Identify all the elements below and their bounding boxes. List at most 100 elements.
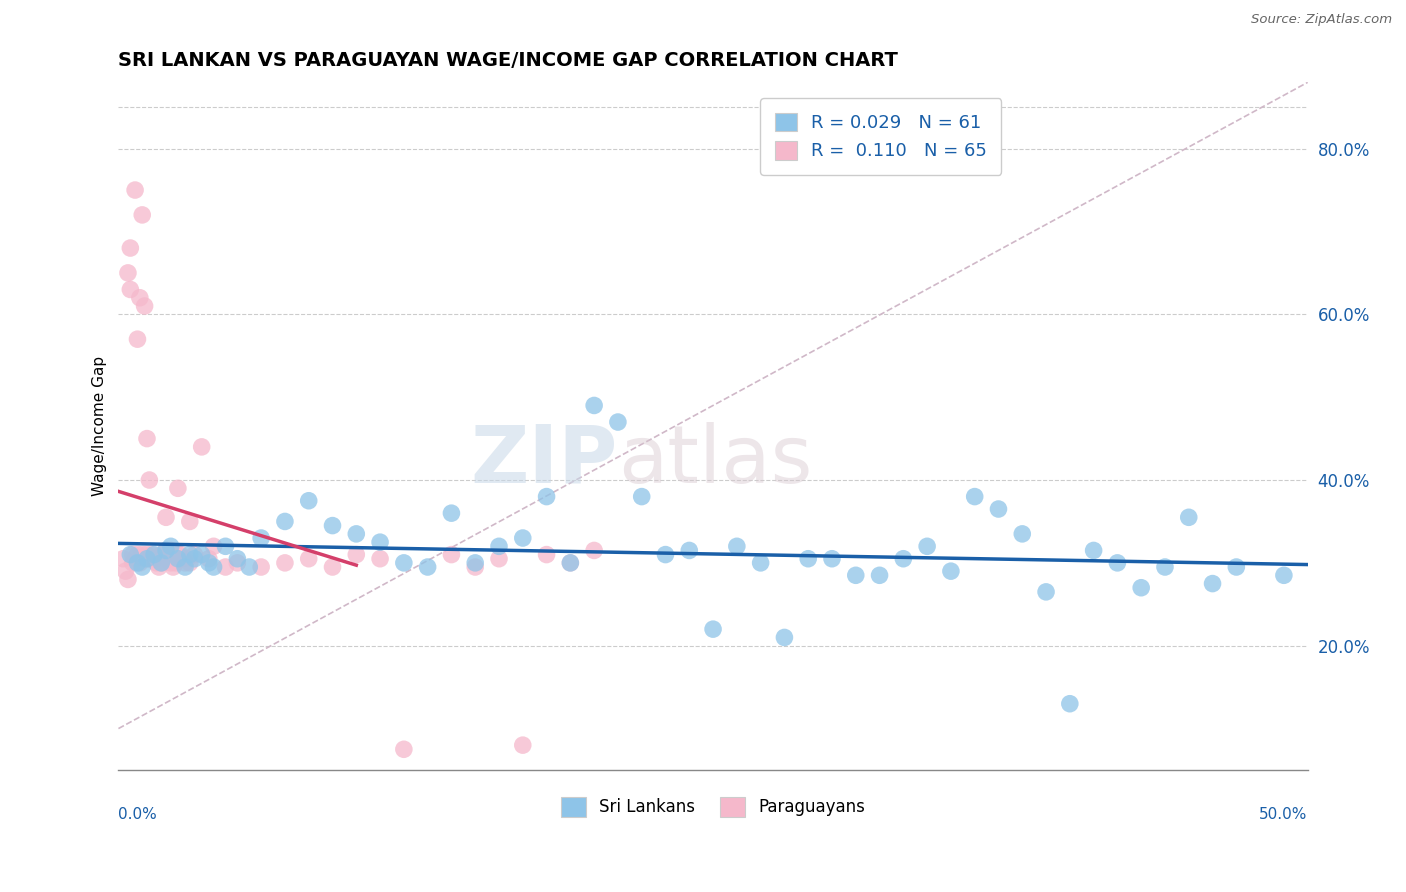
Point [150,548,173,562]
Point [150,556,173,570]
Point [464,560,486,574]
Text: 0.0%: 0.0% [118,807,157,822]
Point [174,560,197,574]
Point [117,573,139,587]
Point [127,556,149,570]
Point [250,531,273,545]
Point [174,556,197,570]
Point [165,556,187,570]
Point [606,415,628,429]
Point [987,502,1010,516]
Point [124,551,146,566]
Point [797,551,820,566]
Point [1201,576,1223,591]
Point [117,266,139,280]
Point [488,539,510,553]
Point [127,548,149,562]
Point [148,560,170,574]
Text: atlas: atlas [617,422,813,500]
Point [167,551,190,566]
Point [131,548,153,562]
Text: 50.0%: 50.0% [1260,807,1308,822]
Point [298,493,321,508]
Point [112,551,135,566]
Point [159,539,181,553]
Point [1154,560,1177,574]
Point [1059,697,1081,711]
Point [131,560,153,574]
Point [121,556,143,570]
Point [250,560,273,574]
Point [512,531,534,545]
Point [134,299,156,313]
Point [159,543,181,558]
Point [162,560,184,574]
Point [124,183,146,197]
Point [392,556,415,570]
Point [392,742,415,756]
Point [939,564,962,578]
Point [143,551,166,566]
Point [202,539,225,553]
Point [120,241,142,255]
Point [138,551,160,566]
Point [120,548,142,562]
Point [226,551,249,566]
Point [179,548,201,562]
Point [136,548,159,562]
Point [440,548,463,562]
Point [159,556,181,570]
Point [214,539,236,553]
Point [488,551,510,566]
Point [654,548,676,562]
Point [128,556,150,570]
Point [1177,510,1199,524]
Point [845,568,868,582]
Point [176,551,198,566]
Point [583,399,606,413]
Point [141,548,163,562]
Point [1035,585,1057,599]
Point [134,551,156,566]
Point [214,560,236,574]
Point [344,548,367,562]
Point [128,291,150,305]
Point [725,539,748,553]
Point [1225,560,1247,574]
Point [127,332,149,346]
Point [167,481,190,495]
Y-axis label: Wage/Income Gap: Wage/Income Gap [93,356,107,496]
Point [136,432,159,446]
Point [1083,543,1105,558]
Point [179,556,201,570]
Point [915,539,938,553]
Point [630,490,652,504]
Point [1272,568,1295,582]
Point [869,568,891,582]
Point [169,548,191,562]
Point [155,543,177,558]
Point [274,556,297,570]
Point [121,548,143,562]
Point [155,543,177,558]
Point [512,738,534,752]
Point [131,208,153,222]
Point [143,551,166,566]
Point [226,556,249,570]
Text: ZIP: ZIP [471,422,617,500]
Point [183,551,205,566]
Point [963,490,986,504]
Point [150,556,173,570]
Point [274,515,297,529]
Point [891,551,914,566]
Point [321,560,343,574]
Point [198,556,221,570]
Point [143,548,166,562]
Point [416,560,439,574]
Point [560,556,582,570]
Point [202,560,225,574]
Point [157,551,180,566]
Text: Source: ZipAtlas.com: Source: ZipAtlas.com [1251,13,1392,27]
Point [749,556,772,570]
Point [560,556,582,570]
